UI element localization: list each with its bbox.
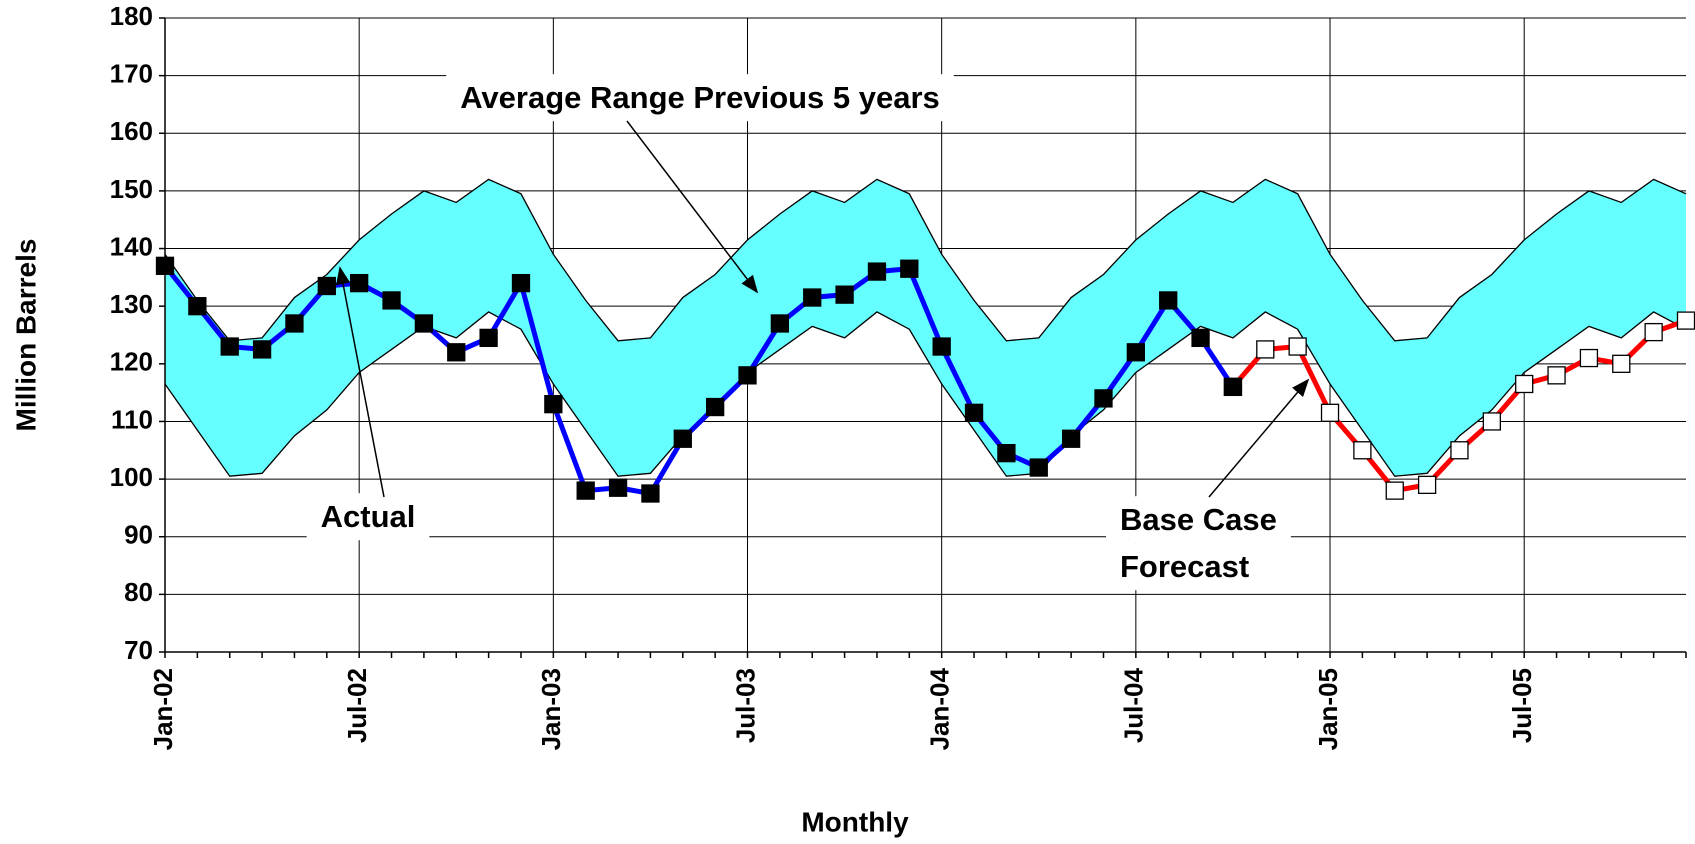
y-tick-label: 80 [124, 577, 153, 607]
annotation-bg [446, 74, 954, 122]
x-axis-title: Monthly [801, 806, 909, 837]
series-marker [447, 343, 466, 362]
series-marker [1482, 412, 1501, 431]
x-tick-label: Jan-02 [148, 668, 178, 750]
series-marker [1547, 366, 1566, 385]
series-marker [285, 314, 304, 333]
y-tick-label: 170 [110, 59, 153, 89]
x-tick-label: Jul-04 [1119, 667, 1149, 743]
series-marker [479, 328, 498, 348]
annotation: Forecast [1120, 549, 1249, 584]
y-tick-label: 130 [110, 289, 153, 319]
x-tick-label: Jul-03 [730, 668, 760, 743]
series-marker [867, 262, 887, 281]
series-marker [608, 478, 628, 497]
y-tick-label: 110 [111, 404, 153, 434]
series-marker [1450, 441, 1469, 460]
annotation-bg [306, 493, 430, 541]
series-marker [932, 337, 951, 356]
series-marker [738, 366, 757, 385]
series-marker [1223, 377, 1243, 397]
series-marker [544, 395, 563, 414]
x-tick-label: Jan-05 [1313, 668, 1343, 750]
series-marker [576, 481, 595, 500]
annotation: Actual [321, 499, 416, 534]
series-marker [641, 484, 660, 503]
series-marker [1676, 311, 1695, 330]
series-marker [382, 291, 401, 310]
x-tick-label: Jan-03 [536, 668, 566, 750]
series-marker [252, 340, 272, 359]
x-tick-label: Jul-02 [342, 668, 372, 743]
series-marker [997, 444, 1016, 463]
series-marker [900, 259, 919, 278]
annotations: Average Range Previous 5 years Actual Base… [306, 74, 1310, 591]
series-marker [705, 397, 725, 417]
series-marker [835, 285, 854, 304]
annotation-arrow [335, 266, 385, 498]
y-tick-label: 160 [110, 116, 153, 146]
annotation-arrow [1208, 378, 1310, 498]
y-tick-label: 140 [110, 231, 153, 261]
series-marker [1644, 322, 1663, 342]
y-tick-label: 180 [110, 1, 153, 31]
series-marker [1417, 475, 1437, 495]
series-marker [1612, 354, 1631, 373]
annotation-bg [1106, 543, 1264, 591]
y-tick-label: 150 [110, 174, 153, 204]
series-marker [1320, 403, 1340, 422]
y-tick-label: 90 [124, 520, 153, 550]
series-marker [511, 273, 531, 293]
series-marker [1515, 374, 1534, 394]
annotation: Base Case [1120, 502, 1277, 537]
band-upper [164, 178, 1687, 342]
series-marker [155, 256, 175, 275]
series-marker [220, 337, 239, 356]
series-marker [803, 288, 822, 307]
y-axis-title: Million Barrels [10, 239, 41, 432]
series-marker [673, 429, 692, 448]
series-marker [317, 276, 336, 296]
x-tick-label: Jul-05 [1507, 668, 1537, 743]
series-marker [964, 403, 984, 422]
y-tick-label: 120 [110, 347, 153, 377]
series-marker [1385, 481, 1404, 500]
x-tick-label: Jan-04 [925, 667, 955, 750]
series-marker [188, 297, 207, 316]
y-tick-label: 100 [110, 462, 153, 492]
series-marker [1288, 337, 1307, 356]
series-marker [1094, 389, 1113, 408]
series-marker [1061, 429, 1081, 448]
y-tick-label: 70 [124, 635, 153, 665]
range-band [165, 179, 1686, 477]
series-marker [1029, 458, 1048, 477]
series-marker [1159, 291, 1178, 310]
annotation-bg [1106, 496, 1291, 544]
series-marker [1126, 343, 1146, 362]
series-marker [770, 314, 790, 333]
series-marker [1353, 441, 1372, 460]
series-marker [1256, 340, 1275, 359]
plot-area [155, 18, 1695, 653]
series-marker [350, 273, 369, 293]
annotation: Average Range Previous 5 years [460, 80, 940, 115]
annotation-arrow [626, 120, 759, 294]
series-marker [414, 314, 434, 333]
series-marker [1579, 348, 1599, 368]
series-marker [1191, 328, 1210, 348]
